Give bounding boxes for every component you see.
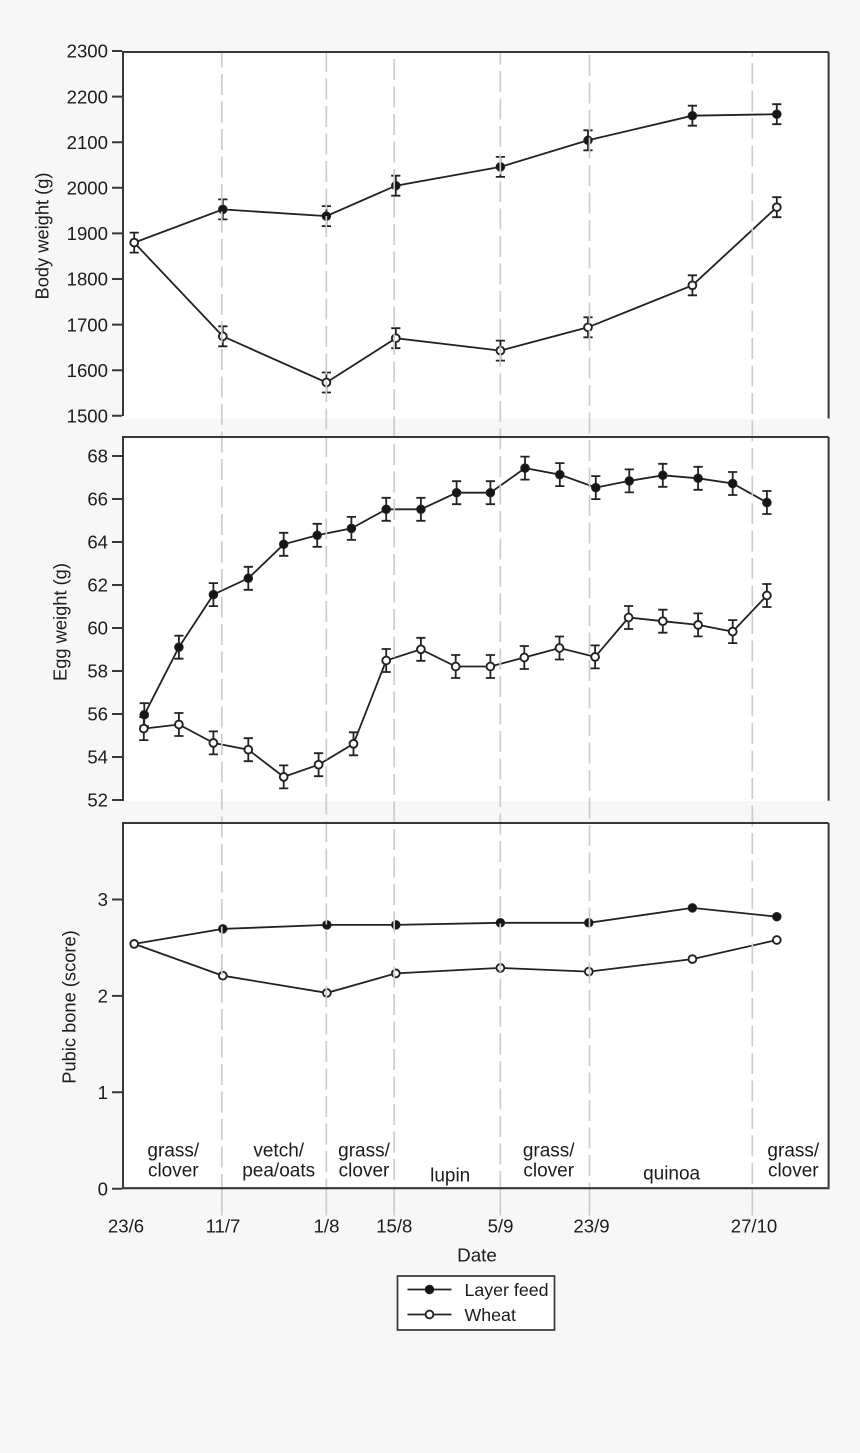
svg-text:2000: 2000 [67,178,108,199]
svg-text:23/9: 23/9 [573,1216,609,1237]
svg-text:grass/: grass/ [147,1140,199,1161]
svg-text:1500: 1500 [67,406,108,427]
svg-text:Date: Date [457,1245,497,1266]
svg-text:3: 3 [98,889,108,910]
svg-text:grass/: grass/ [338,1140,390,1161]
svg-text:52: 52 [87,790,108,811]
svg-text:64: 64 [87,532,108,553]
svg-text:1600: 1600 [67,360,108,381]
svg-text:grass/: grass/ [767,1140,819,1161]
svg-text:pea/oats: pea/oats [242,1161,315,1182]
svg-text:11/7: 11/7 [206,1216,241,1237]
svg-text:clover: clover [339,1161,390,1182]
svg-text:Body weight (g): Body weight (g) [32,172,53,299]
svg-text:1/8: 1/8 [314,1216,340,1237]
svg-text:68: 68 [87,446,108,467]
svg-text:58: 58 [87,661,108,682]
svg-text:23/6: 23/6 [108,1216,144,1237]
svg-text:clover: clover [523,1161,574,1182]
svg-text:2200: 2200 [67,86,108,107]
svg-text:Layer feed: Layer feed [465,1280,549,1300]
svg-text:vetch/: vetch/ [253,1140,304,1161]
svg-text:1900: 1900 [67,223,108,244]
svg-text:27/10: 27/10 [731,1216,778,1237]
svg-text:clover: clover [148,1161,199,1182]
svg-text:1: 1 [98,1082,108,1103]
svg-text:0: 0 [98,1178,108,1199]
svg-text:5/9: 5/9 [488,1216,514,1237]
svg-text:clover: clover [768,1161,819,1182]
svg-text:1700: 1700 [67,314,108,335]
svg-text:62: 62 [87,575,108,596]
svg-text:grass/: grass/ [523,1140,575,1161]
svg-text:Pubic bone (score): Pubic bone (score) [59,930,80,1083]
svg-text:2100: 2100 [67,132,108,153]
svg-text:60: 60 [87,618,108,639]
svg-text:56: 56 [87,704,108,725]
svg-text:quinoa: quinoa [643,1164,700,1185]
svg-text:66: 66 [87,489,108,510]
svg-text:Egg weight (g): Egg weight (g) [50,563,71,681]
svg-text:2300: 2300 [67,41,108,62]
svg-text:2: 2 [98,986,108,1007]
svg-text:Wheat: Wheat [465,1305,516,1325]
svg-text:54: 54 [87,747,108,768]
svg-text:1800: 1800 [67,269,108,290]
svg-text:lupin: lupin [430,1166,470,1187]
svg-text:15/8: 15/8 [376,1216,412,1237]
